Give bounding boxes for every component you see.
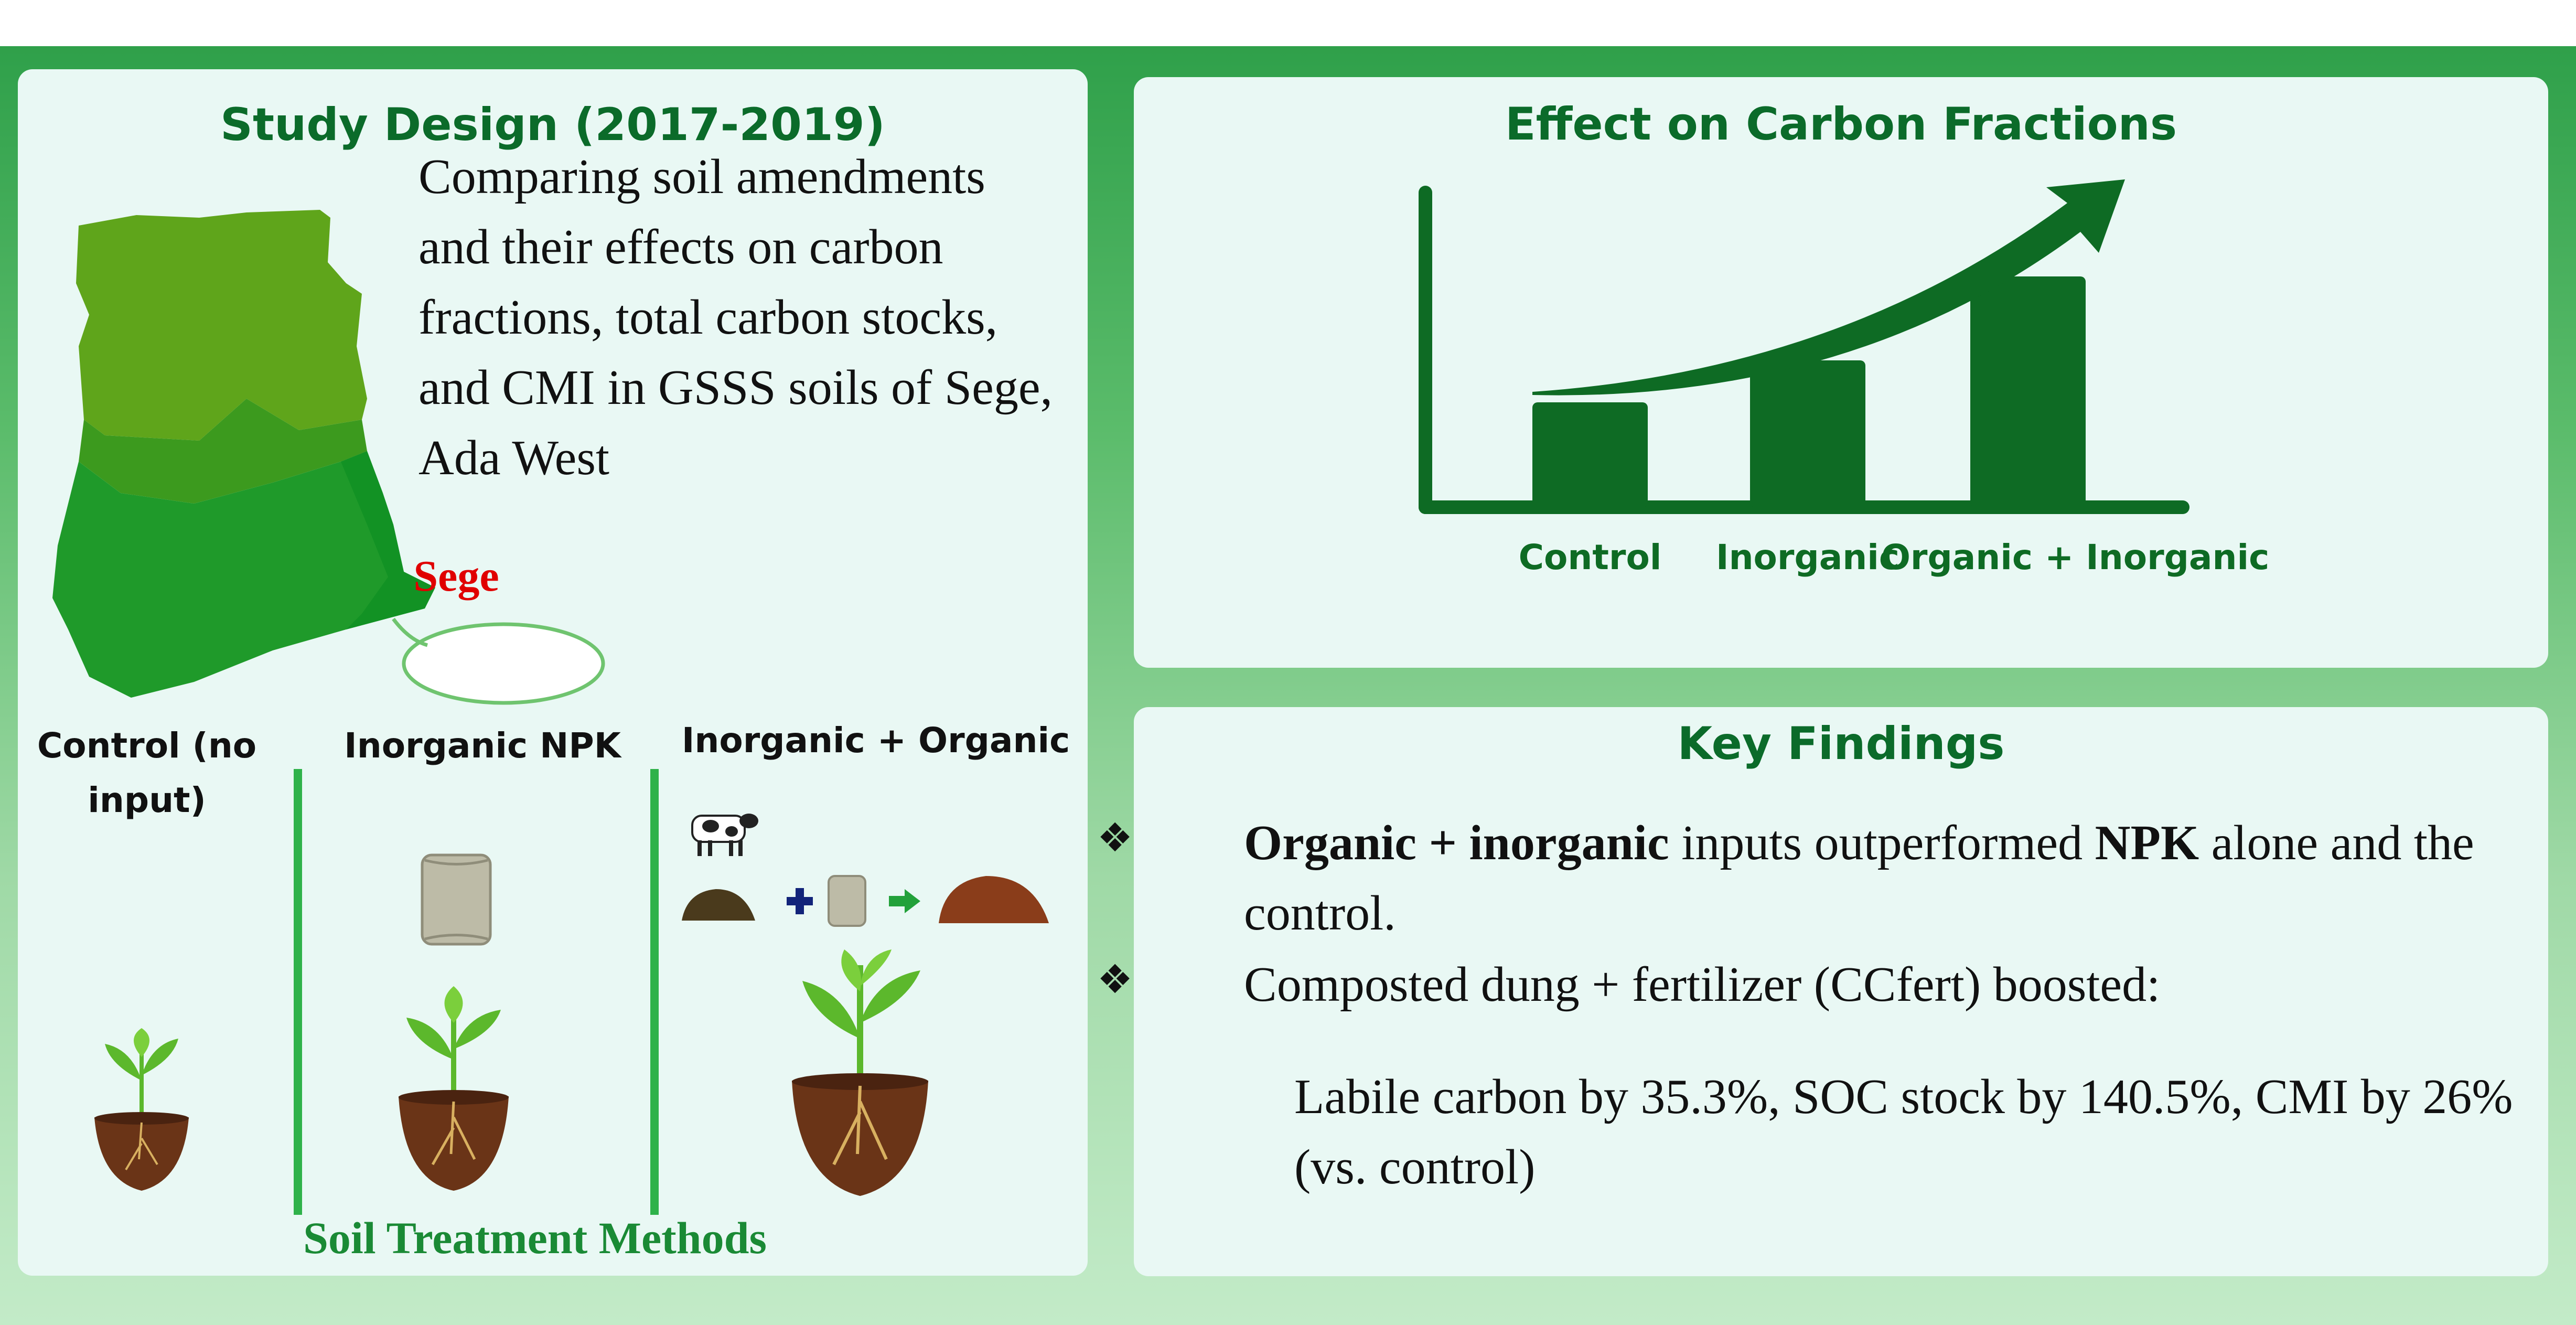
x-tick-label: Inorganic	[1716, 537, 1899, 578]
x-tick-label: Organic + Inorganic	[1881, 537, 2269, 578]
finding-1-bold-organic: Organic + inorganic	[1244, 816, 1669, 870]
key-findings-panel: Key Findings	[1134, 707, 2548, 1276]
compost-process	[682, 875, 1049, 927]
study-description: Comparing soil amendments and their effe…	[418, 149, 1053, 485]
finding-1: Organic + inorganic inputs outperformed …	[1244, 808, 2524, 948]
carbon-fractions-panel: Effect on Carbon Fractions Control Inorga…	[1134, 77, 2548, 668]
finding-1-text: inputs outperformed	[1669, 816, 2095, 870]
divider	[650, 769, 659, 1215]
arrow-right-icon	[889, 889, 920, 913]
sege-callout	[392, 617, 605, 705]
ghana-map-icon	[52, 210, 435, 698]
ghana-region-north	[76, 210, 367, 441]
chart-title: Effect on Carbon Fractions	[1505, 98, 2177, 151]
trend-arrow-icon	[1532, 179, 2125, 396]
ghana-sege-region	[341, 451, 435, 629]
bullet-icon: ❖	[1097, 814, 1133, 861]
treatments-title: Soil Treatment Methods	[303, 1213, 767, 1263]
ghana-region-south	[52, 451, 435, 698]
finding-2: Composted dung + fertilizer (CCfert) boo…	[1244, 957, 2161, 1012]
fertilizer-bag-icon	[421, 853, 492, 946]
plus-icon	[787, 888, 813, 914]
dung-pile-icon	[682, 889, 755, 921]
bar-organic-inorganic	[1970, 276, 2086, 507]
compost-pile-icon	[939, 876, 1049, 923]
ghana-region-middle	[79, 399, 367, 504]
sege-label: Sege	[413, 552, 499, 601]
key-findings-title: Key Findings	[1677, 718, 2005, 770]
bullet-icon: ❖	[1097, 956, 1133, 1002]
plant-large-icon	[792, 949, 928, 1196]
fertilizer-bag-icon	[828, 875, 866, 927]
plant-seedling-icon	[94, 1028, 189, 1191]
divider	[294, 769, 302, 1215]
study-design-title: Study Design (2017-2019)	[220, 99, 885, 151]
finding-3: Labile carbon by 35.3%, SOC stock by 140…	[1294, 1070, 2513, 1194]
cow-icon	[691, 814, 758, 856]
treatment-label-control: Control (no input)	[37, 725, 257, 820]
finding-1-end: alone and the control.	[1244, 816, 2474, 941]
bar-control	[1532, 402, 1648, 507]
treatment-label-inorganic-organic: Inorganic + Organic	[681, 720, 1070, 761]
plant-medium-icon	[399, 986, 509, 1191]
finding-1-bold-npk: NPK	[2095, 816, 2199, 870]
treatment-label-npk: Inorganic NPK	[344, 725, 621, 766]
bar-inorganic	[1750, 360, 1865, 507]
x-tick-label: Control	[1519, 537, 1662, 578]
